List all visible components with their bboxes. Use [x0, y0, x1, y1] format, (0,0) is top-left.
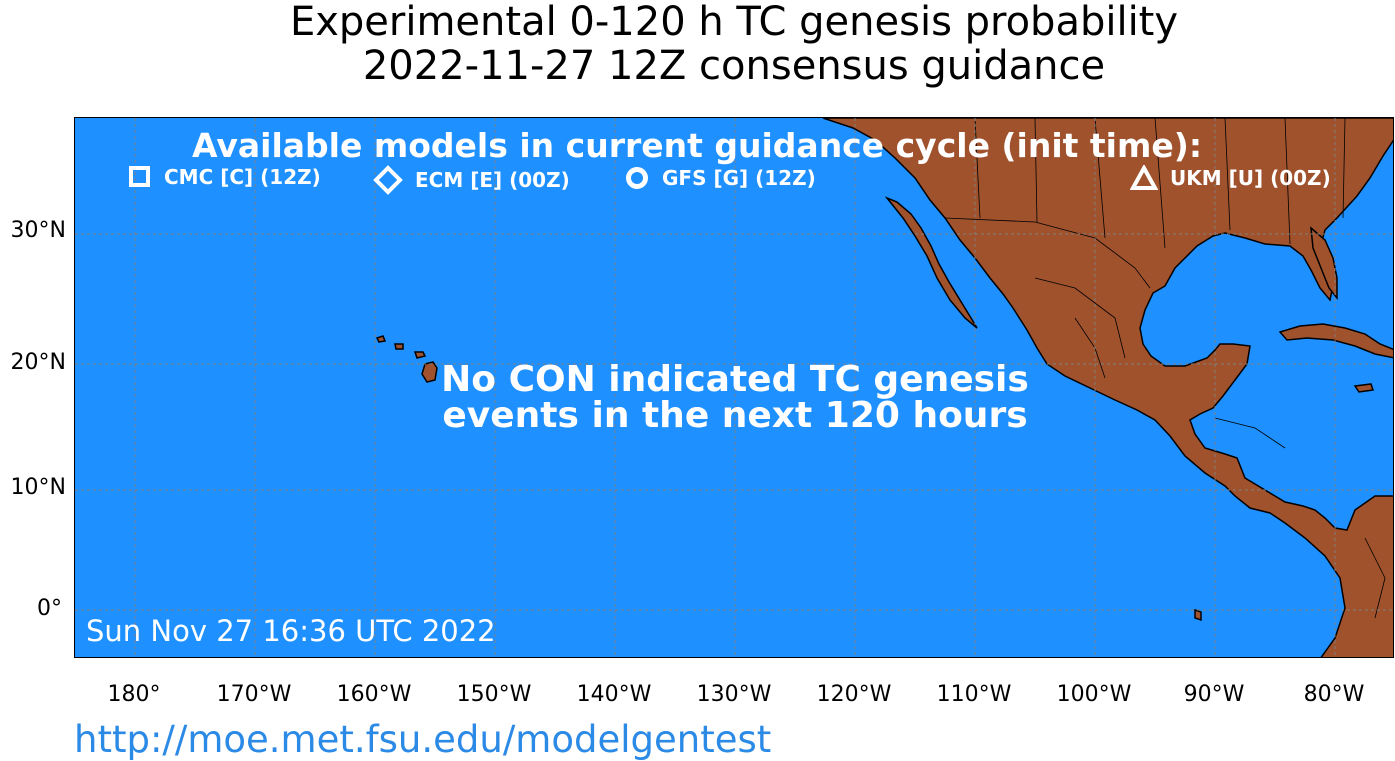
triangle-icon [1130, 165, 1158, 190]
legend-label-ecm: ECM [E] (00Z) [415, 168, 570, 192]
land-cuba [1278, 323, 1393, 359]
available-models-title: Available models in current guidance cyc… [192, 126, 1203, 165]
message-line1: No CON indicated TC genesis [441, 359, 1029, 400]
lon-label-120w: 120°W [816, 682, 892, 707]
lon-label-150w: 150°W [456, 682, 532, 707]
square-icon [129, 166, 150, 187]
lat-label-30n: 30°N [10, 218, 66, 243]
land-north-america [822, 118, 1393, 657]
no-genesis-message: No CON indicated TC genesis events in th… [400, 362, 1070, 434]
legend-label-ukm: UKM [U] (00Z) [1170, 166, 1331, 190]
legend-item-cmc: CMC [C] (12Z) [128, 165, 321, 189]
timestamp: Sun Nov 27 16:36 UTC 2022 [86, 614, 496, 648]
message-line2: events in the next 120 hours [442, 395, 1028, 436]
lat-label-0: 0° [37, 596, 62, 621]
lon-label-130w: 130°W [696, 682, 772, 707]
legend-label-cmc: CMC [C] (12Z) [164, 165, 321, 189]
map-panel [74, 117, 1394, 658]
graticule [75, 118, 1393, 657]
legend-item-gfs: GFS [G] (12Z) [624, 165, 816, 191]
circle-icon [626, 167, 648, 189]
lon-label-170w: 170°W [216, 682, 292, 707]
legend-label-gfs: GFS [G] (12Z) [662, 166, 816, 190]
chart-title-line1: Experimental 0-120 h TC genesis probabil… [289, 0, 1179, 45]
legend-item-ecm: ECM [E] (00Z) [373, 165, 570, 195]
land-baja [884, 196, 978, 329]
land-hawaii [375, 335, 438, 383]
lon-label-80w: 80°W [1303, 682, 1365, 707]
chart-title-line2: 2022-11-27 12Z consensus guidance [362, 43, 1106, 89]
map-geography [75, 118, 1393, 657]
lat-label-10n: 10°N [10, 475, 66, 500]
diamond-icon [373, 165, 403, 195]
lon-label-90w: 90°W [1183, 682, 1245, 707]
lon-label-180: 180° [107, 682, 161, 707]
land-jamaica [1353, 383, 1374, 393]
lon-label-100w: 100°W [1056, 682, 1132, 707]
lon-label-110w: 110°W [936, 682, 1012, 707]
lon-label-160w: 160°W [336, 682, 412, 707]
legend-item-ukm: UKM [U] (00Z) [1130, 165, 1331, 191]
lon-label-140w: 140°W [576, 682, 652, 707]
source-url[interactable]: http://moe.met.fsu.edu/modelgentest [74, 718, 772, 761]
lat-label-20n: 20°N [10, 350, 66, 375]
land-florida [1310, 226, 1338, 301]
land-galapagos [1194, 608, 1202, 622]
